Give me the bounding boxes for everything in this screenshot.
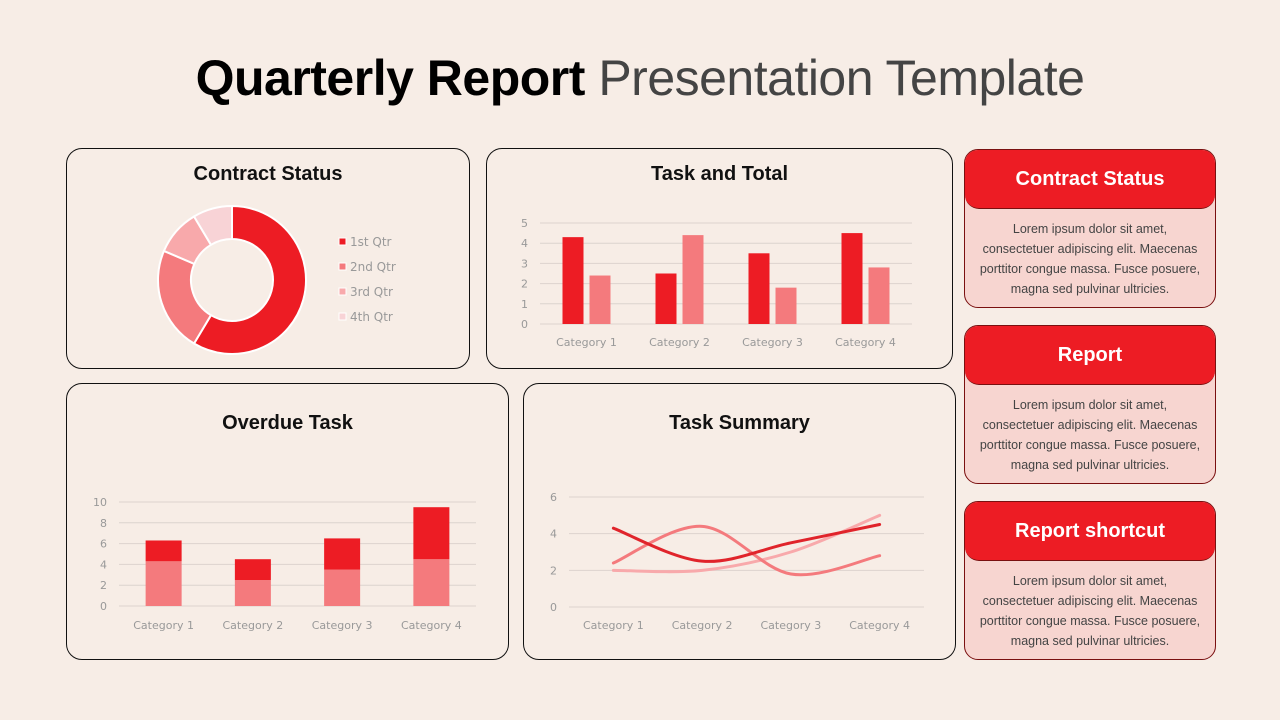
chart-title: Contract Status xyxy=(193,163,343,185)
y-tick-label: 2 xyxy=(521,278,528,291)
y-tick-label: 2 xyxy=(550,564,557,577)
bar-segment xyxy=(413,559,450,606)
y-tick-label: 4 xyxy=(100,558,107,571)
y-tick-label: 6 xyxy=(100,538,107,551)
y-tick-label: 2 xyxy=(100,579,107,592)
y-tick-label: 10 xyxy=(93,496,107,509)
x-tick-label: Category 1 xyxy=(133,619,194,632)
y-tick-label: 1 xyxy=(521,298,528,311)
x-tick-label: Category 2 xyxy=(223,619,284,632)
side-card-title: Report shortcut xyxy=(965,502,1215,561)
bar-segment xyxy=(234,580,271,606)
legend-swatch xyxy=(338,237,347,246)
x-tick-label: Category 4 xyxy=(849,619,910,632)
x-tick-label: Category 1 xyxy=(583,619,644,632)
x-tick-label: Category 4 xyxy=(835,336,896,349)
donut-chart: 1st Qtr 2nd Qtr 3rd Qtr 4th Qtr xyxy=(157,204,396,355)
chart-title: Task Summary xyxy=(669,412,810,434)
x-tick-label: Category 1 xyxy=(556,336,617,349)
donut-slice xyxy=(192,204,307,355)
side-card-text: Lorem ipsum dolor sit amet, consectetuer… xyxy=(979,222,1201,296)
bar xyxy=(562,237,584,324)
legend-swatch xyxy=(338,312,347,321)
side-card-text: Lorem ipsum dolor sit amet, consectetuer… xyxy=(979,398,1201,472)
bar xyxy=(841,233,863,324)
legend-label: 2nd Qtr xyxy=(350,260,396,274)
y-tick-label: 5 xyxy=(521,217,528,230)
contract-status-card: Contract Status 1st Qtr 2nd Qtr 3rd Qtr 4th… xyxy=(66,148,470,369)
x-tick-label: Category 3 xyxy=(742,336,803,349)
bar-segment xyxy=(324,538,361,570)
y-tick-label: 0 xyxy=(521,318,528,331)
bar xyxy=(868,267,890,324)
legend-label: 1st Qtr xyxy=(350,235,392,249)
bar xyxy=(682,235,704,324)
y-tick-label: 6 xyxy=(550,491,557,504)
bar xyxy=(748,253,770,324)
bar-segment xyxy=(324,569,361,606)
legend-label: 4th Qtr xyxy=(350,310,393,324)
x-tick-label: Category 4 xyxy=(401,619,462,632)
bar xyxy=(589,275,611,324)
x-tick-label: Category 3 xyxy=(312,619,373,632)
bar-segment xyxy=(145,561,182,606)
page-title: Quarterly Report Presentation Template xyxy=(0,48,1280,108)
legend-label: 3rd Qtr xyxy=(350,285,393,299)
y-tick-label: 0 xyxy=(550,601,557,614)
series-line xyxy=(611,523,882,563)
bar-chart: 0 1 2 3 4 5 Category 1 Category 2 Category 3 Cate… xyxy=(521,217,912,349)
bar-segment xyxy=(234,559,271,580)
side-card-text: Lorem ipsum dolor sit amet, consectetuer… xyxy=(979,574,1201,648)
x-tick-label: Category 3 xyxy=(761,619,822,632)
overdue-task-card: Overdue Task 0 2 4 6 8 10 Category 1 Category 2… xyxy=(66,383,509,660)
chart-title: Task and Total xyxy=(650,163,789,185)
y-tick-label: 3 xyxy=(521,257,528,270)
y-tick-label: 8 xyxy=(100,517,107,530)
series-line xyxy=(611,513,882,574)
side-card-report-shortcut: Report shortcut Lorem ipsum dolor sit am… xyxy=(964,501,1216,660)
title-light: Presentation Template xyxy=(598,50,1085,106)
donut-slice xyxy=(157,249,213,345)
task-summary-card: Task Summary 0 2 4 6 Category 1 Category 2 Cat… xyxy=(523,383,956,660)
bar xyxy=(655,273,677,324)
donut-slice xyxy=(192,204,233,247)
y-tick-label: 0 xyxy=(100,600,107,613)
side-card-contract-status: Contract Status Lorem ipsum dolor sit am… xyxy=(964,149,1216,308)
side-card-title: Report xyxy=(965,326,1215,385)
legend-swatch xyxy=(338,287,347,296)
bar-segment xyxy=(413,507,450,560)
x-tick-label: Category 2 xyxy=(649,336,710,349)
bar-segment xyxy=(145,540,182,562)
bar xyxy=(775,287,797,324)
task-total-card: Task and Total 0 1 2 3 4 5 Category 1 Category … xyxy=(486,148,953,369)
y-tick-label: 4 xyxy=(521,237,528,250)
chart-title: Overdue Task xyxy=(222,412,353,434)
legend-swatch xyxy=(338,262,347,271)
stacked-bar-chart: 0 2 4 6 8 10 Category 1 Category 2 Category 3 Cat… xyxy=(93,496,476,632)
side-card-report: Report Lorem ipsum dolor sit amet, conse… xyxy=(964,325,1216,484)
line-chart: 0 2 4 6 Category 1 Category 2 Category 3 Catego… xyxy=(550,491,924,632)
title-bold: Quarterly Report xyxy=(195,50,586,106)
side-card-title: Contract Status xyxy=(965,150,1215,209)
y-tick-label: 4 xyxy=(550,528,557,541)
x-tick-label: Category 2 xyxy=(672,619,733,632)
series-line xyxy=(611,524,882,577)
